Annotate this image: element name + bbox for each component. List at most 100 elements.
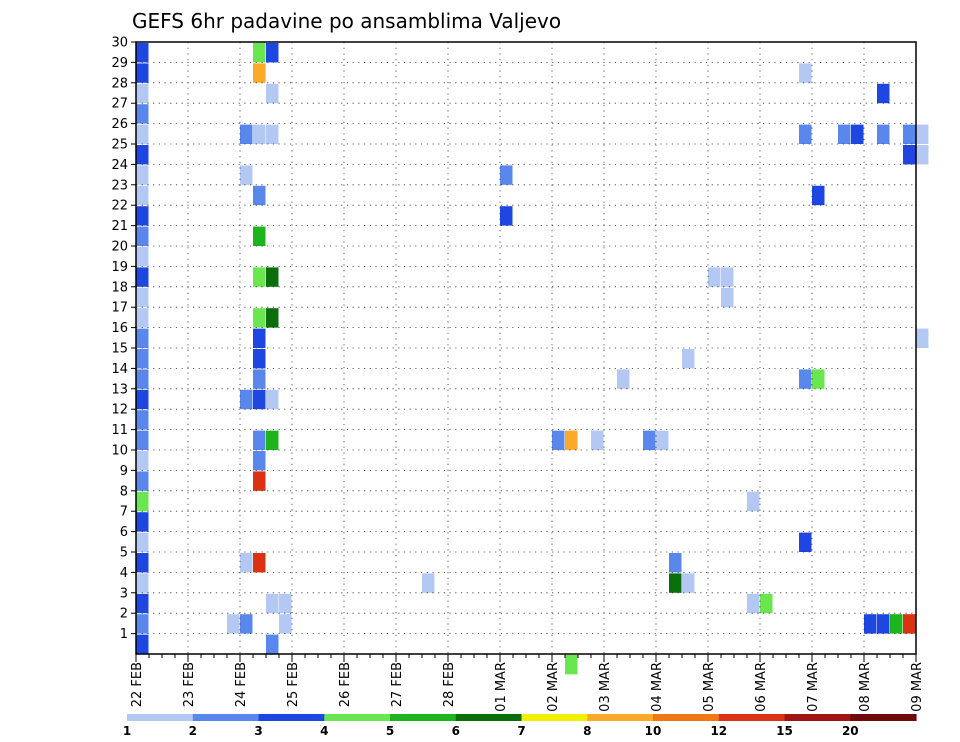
y-tick-label: 18: [111, 280, 128, 295]
heatmap-cell: [682, 349, 695, 369]
heatmap-cell: [136, 63, 149, 83]
colorbar-segment: [850, 714, 917, 721]
heatmap-cell: [136, 451, 149, 471]
heatmap-cell: [877, 124, 890, 144]
heatmap-cell: [136, 267, 149, 287]
heatmap-cell: [266, 308, 279, 328]
colorbar-segment: [521, 714, 588, 721]
colorbar-label: 2: [189, 724, 197, 738]
y-tick-label: 7: [120, 505, 128, 520]
heatmap-cell: [747, 593, 760, 614]
heatmap-cell: [136, 532, 149, 552]
y-tick-label: 25: [111, 138, 128, 153]
y-tick-label: 21: [111, 219, 128, 234]
heatmap-cell: [136, 206, 149, 226]
heatmap-cell: [591, 430, 604, 450]
heatmap-cell: [266, 83, 279, 104]
heatmap-cell: [253, 226, 266, 246]
y-tick-label: 17: [111, 301, 128, 316]
heatmap-cell: [136, 124, 149, 144]
y-tick-label: 20: [111, 240, 128, 255]
heatmap-cell: [136, 614, 149, 634]
heatmap-cell: [721, 287, 734, 308]
colorbar-segment: [587, 714, 654, 721]
x-tick-label: 03 MAR: [598, 662, 613, 712]
x-tick-label: 09 MAR: [910, 662, 925, 712]
heatmap-cell: [136, 553, 149, 573]
y-tick-label: 24: [111, 158, 128, 173]
y-tick-label: 1: [120, 627, 128, 642]
heatmap-cell: [136, 83, 149, 104]
x-tick-label: 01 MAR: [494, 662, 509, 712]
x-tick-label: 04 MAR: [650, 662, 665, 712]
heatmap-cell: [656, 430, 669, 450]
heatmap-cell: [799, 63, 812, 83]
y-tick-label: 12: [111, 403, 128, 418]
heatmap-cell: [838, 124, 851, 144]
heatmap-cell: [266, 389, 279, 410]
heatmap-cell: [240, 614, 253, 634]
heatmap-cell: [422, 573, 435, 593]
heatmap-cell: [890, 614, 903, 634]
heatmap-cell: [253, 308, 266, 328]
y-tick-label: 2: [120, 607, 128, 622]
x-axis: 22 FEB 23 FEB 24 FEB 25 FEB 26 FEB 27 FEB 28 F…: [130, 654, 925, 712]
y-tick-label: 15: [111, 342, 128, 357]
y-tick-label: 22: [111, 199, 128, 214]
x-tick-label: 08 MAR: [858, 662, 873, 712]
heatmap-cell: [279, 593, 292, 614]
y-tick-label: 11: [111, 423, 128, 438]
y-axis: 1234567891011121314151617181920212223242…: [111, 36, 136, 642]
heatmap-cell: [136, 247, 149, 267]
heatmap-cell: [253, 124, 266, 144]
colorbar-segment: [127, 714, 194, 721]
x-tick-label: 25 FEB: [286, 662, 301, 707]
heatmap-cell: [266, 124, 279, 144]
heatmap-cell: [799, 124, 812, 144]
heatmap-cell: [266, 267, 279, 287]
heatmap-cell: [279, 614, 292, 634]
heatmap-cell: [617, 369, 630, 389]
heatmap-cell: [136, 104, 149, 124]
heatmap-cell: [500, 165, 513, 185]
x-tick-label: 27 FEB: [390, 662, 405, 707]
y-tick-label: 29: [111, 56, 128, 71]
y-tick-label: 3: [120, 586, 128, 601]
heatmap-cell: [253, 369, 266, 389]
heatmap-cell: [253, 43, 266, 63]
chart-title: GEFS 6hr padavine po ansamblima Valjevo: [132, 9, 561, 33]
colorbar-segment: [718, 714, 786, 721]
heatmap-cell: [812, 185, 825, 206]
heatmap-cell: [877, 83, 890, 104]
heatmap-cell: [253, 185, 266, 206]
heatmap-cell: [253, 267, 266, 287]
heatmap-cell: [916, 145, 929, 165]
heatmap-cell: [903, 145, 916, 165]
y-tick-label: 16: [111, 321, 128, 336]
heatmap-cell: [136, 165, 149, 185]
heatmap-cell: [851, 124, 864, 144]
y-tick-label: 4: [120, 566, 128, 581]
colorbar-label: 8: [583, 724, 591, 738]
y-tick-label: 23: [111, 178, 128, 193]
heatmap-cell: [916, 124, 929, 144]
colorbar: 1 2 3 4 5 6 7 8 10 12 15 20: [123, 714, 917, 738]
y-tick-label: 27: [111, 97, 128, 112]
heatmap-cell: [136, 410, 149, 430]
heatmap-cell: [253, 389, 266, 410]
x-tick-label: 26 FEB: [338, 662, 353, 707]
x-tick-label: 28 FEB: [442, 662, 457, 707]
y-tick-label: 10: [111, 444, 128, 459]
y-tick-label: 9: [120, 464, 128, 479]
heatmap-cell: [903, 124, 916, 144]
heatmap-cell: [227, 614, 240, 634]
heatmap-cell: [240, 165, 253, 185]
heatmap-cell: [799, 532, 812, 552]
heatmap-cell: [812, 369, 825, 389]
colorbar-label: 10: [645, 724, 662, 738]
heatmap-cell: [253, 471, 266, 491]
heatmap-cells: [136, 43, 929, 675]
heatmap-cell: [136, 593, 149, 614]
x-tick-label: 05 MAR: [702, 662, 717, 712]
heatmap-cell: [253, 553, 266, 573]
